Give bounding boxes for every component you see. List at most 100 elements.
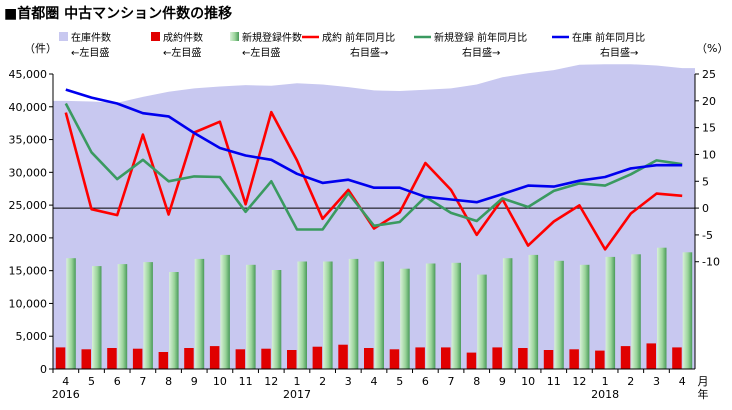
contract-bar xyxy=(338,344,348,369)
x-tick-label: 8 xyxy=(165,375,172,388)
right-tick-label: 10 xyxy=(702,148,716,161)
left-tick-label: 20,000 xyxy=(9,232,48,245)
left-axis-unit: （件） xyxy=(24,42,57,55)
x-tick-label: 6 xyxy=(114,375,121,388)
x-tick-label: 12 xyxy=(264,375,278,388)
right-tick-label: -10 xyxy=(702,256,720,269)
new-listing-bar xyxy=(605,256,616,369)
contract-bar xyxy=(107,348,117,369)
new-listing-bar xyxy=(271,270,282,369)
contract-bar xyxy=(158,352,169,369)
contract-bar xyxy=(364,348,374,369)
contract-bar xyxy=(518,348,528,369)
legend-axis-note: 右目盛→ xyxy=(350,46,388,59)
contract-bar xyxy=(646,343,656,369)
x-tick-label: 3 xyxy=(345,375,352,388)
legend-swatch-bar xyxy=(230,32,239,41)
new-listing-bar xyxy=(579,264,590,369)
new-listing-bar xyxy=(92,266,102,369)
legend-swatch-bar xyxy=(151,32,160,41)
x-tick-label: 6 xyxy=(422,375,429,388)
legend-axis-note: 右目盛→ xyxy=(600,46,638,59)
legend-label: 成約件数 xyxy=(163,31,203,44)
contract-bar xyxy=(261,348,271,369)
x-tick-label: 4 xyxy=(371,375,378,388)
left-tick-label: 15,000 xyxy=(9,265,48,278)
legend-axis-note: ←左目盛 xyxy=(242,46,280,59)
chart-title: ■首都圏 中古マンション件数の推移 xyxy=(4,6,233,22)
contract-bar xyxy=(312,346,323,369)
contract-bar xyxy=(543,350,554,369)
year-label: 2018 xyxy=(591,388,619,401)
new-listing-bar xyxy=(323,261,333,369)
x-tick-label: 11 xyxy=(239,375,253,388)
new-listing-bar xyxy=(246,264,256,369)
new-listing-bar xyxy=(220,254,230,369)
left-tick-label: 40,000 xyxy=(9,101,48,114)
contract-bar xyxy=(209,346,220,369)
new-listing-bar xyxy=(451,262,461,369)
new-listing-bar xyxy=(554,260,564,369)
new-listing-bar xyxy=(682,252,693,369)
x-tick-label: 5 xyxy=(88,375,95,388)
right-tick-label: 0 xyxy=(702,202,709,215)
x-tick-label: 12 xyxy=(572,375,586,388)
right-tick-label: 25 xyxy=(702,68,716,81)
legend-axis-note: ←左目盛 xyxy=(163,46,201,59)
new-listing-bar xyxy=(528,254,539,369)
new-listing-bar xyxy=(374,261,384,369)
x-tick-label: 4 xyxy=(62,375,69,388)
legend-axis-note: ←左目盛 xyxy=(71,46,109,59)
left-tick-label: 25,000 xyxy=(9,199,48,212)
x-tick-label: 4 xyxy=(679,375,686,388)
yoy-line-0 xyxy=(64,110,683,251)
x-axis-suffix: 年 xyxy=(698,387,709,401)
year-label: 2016 xyxy=(52,388,80,401)
x-tick-label: 3 xyxy=(653,375,660,388)
legend-label: 在庫件数 xyxy=(71,31,111,44)
contract-bar xyxy=(672,347,682,369)
right-tick-label: 20 xyxy=(702,95,716,108)
contract-bar xyxy=(132,348,143,369)
year-label: 2017 xyxy=(283,388,311,401)
new-listing-bar xyxy=(400,268,410,369)
contract-bar xyxy=(620,346,631,369)
legend-label: 成約 前年同月比 xyxy=(322,31,395,44)
contract-bar xyxy=(595,350,605,369)
new-listing-bar xyxy=(348,258,359,369)
legend-axis-note: 右目盛→ xyxy=(462,46,500,59)
x-tick-label: 7 xyxy=(448,375,455,388)
legend-label: 在庫 前年同月比 xyxy=(572,31,645,44)
contract-bar xyxy=(235,349,246,369)
legend-label: 新規登録 前年同月比 xyxy=(434,31,527,44)
contract-bar xyxy=(415,347,425,369)
contract-bar xyxy=(287,350,297,369)
contract-bar xyxy=(81,349,91,369)
x-tick-label: 8 xyxy=(473,375,480,388)
right-tick-label: 5 xyxy=(702,175,709,188)
new-listing-bar xyxy=(117,264,128,369)
x-tick-label: 9 xyxy=(191,375,198,388)
left-tick-label: 30,000 xyxy=(9,166,48,179)
x-tick-label: 10 xyxy=(521,375,535,388)
new-listing-bar xyxy=(66,258,76,369)
x-tick-label: 2 xyxy=(319,375,326,388)
new-listing-bar xyxy=(657,247,667,369)
contract-bar xyxy=(184,348,194,369)
x-axis-suffix: 月 xyxy=(698,375,709,388)
yoy-line-1 xyxy=(64,102,683,231)
yoy-line-2 xyxy=(65,88,683,204)
contract-bar xyxy=(492,347,502,369)
right-tick-label: -5 xyxy=(702,229,713,242)
contract-bar xyxy=(466,352,477,369)
left-tick-label: 5,000 xyxy=(16,330,48,343)
contract-bar xyxy=(55,347,66,369)
left-tick-label: 10,000 xyxy=(9,297,48,310)
x-tick-label: 9 xyxy=(499,375,506,388)
new-listing-bar xyxy=(143,262,153,369)
x-tick-label: 7 xyxy=(139,375,146,388)
new-listing-bar xyxy=(194,258,205,369)
new-listing-bar xyxy=(477,274,487,369)
contract-bar xyxy=(441,347,451,369)
